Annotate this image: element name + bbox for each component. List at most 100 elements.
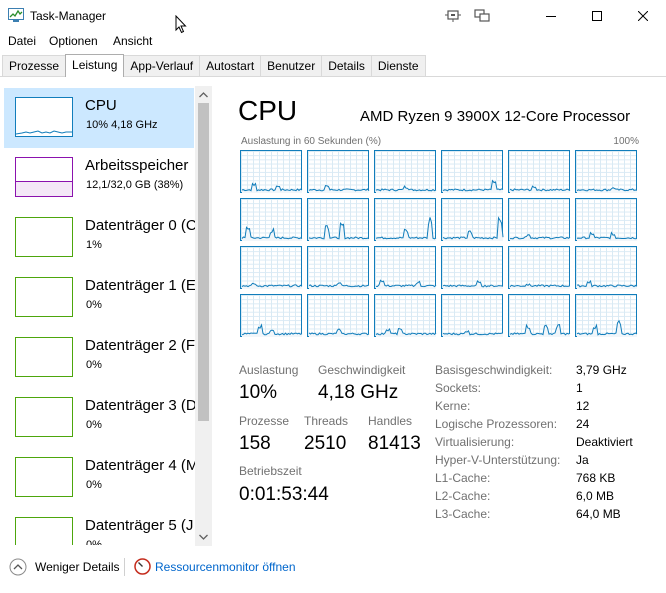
task-manager-icon — [8, 8, 24, 22]
logical-processor-graph — [374, 294, 437, 337]
menu-optionen[interactable]: Optionen — [49, 34, 98, 48]
close-icon — [638, 10, 648, 21]
sidebar-item-disk-4[interactable]: Datenträger 4 (M 0% — [4, 448, 198, 508]
scroll-up-icon[interactable] — [199, 92, 208, 98]
logical-processor-graph — [240, 294, 303, 337]
memory-thumbnail — [15, 157, 73, 197]
info-value: 24 — [576, 417, 590, 431]
logical-processor-graph — [441, 150, 504, 193]
logical-processor-graph — [508, 246, 571, 289]
sidebar-item-title: Datenträger 0 (C — [85, 217, 197, 234]
logical-processor-graph — [575, 150, 638, 193]
logical-processor-graph — [240, 246, 303, 289]
sidebar-item-title: Datenträger 3 (D — [85, 397, 197, 414]
resource-monitor-link[interactable]: Ressourcenmonitor öffnen — [155, 560, 296, 574]
tab-prozesse[interactable]: Prozesse — [2, 55, 67, 76]
chevron-up-icon[interactable] — [9, 558, 27, 576]
logical-processor-graph — [307, 294, 370, 337]
logical-processor-graph — [441, 294, 504, 337]
logical-processor-graph — [508, 198, 571, 241]
resource-monitor-icon — [134, 558, 151, 575]
logical-processor-graph — [374, 246, 437, 289]
threads-label: Threads — [304, 414, 349, 428]
logical-processor-graph — [240, 150, 303, 193]
disk-thumbnail — [15, 217, 73, 257]
tab-app-verlauf[interactable]: App-Verlauf — [123, 55, 201, 76]
sidebar-item-memory[interactable]: Arbeitsspeicher 12,1/32,0 GB (38%) — [4, 148, 194, 208]
sidebar-item-disk-5[interactable]: Datenträger 5 (J 0% — [4, 508, 194, 545]
maximize-icon — [592, 10, 602, 21]
menu-ansicht[interactable]: Ansicht — [113, 34, 153, 48]
network-icon[interactable] — [445, 9, 461, 23]
info-label: Virtualisierung: — [435, 435, 515, 449]
info-label: L3-Cache: — [435, 507, 491, 521]
title-bar[interactable]: Task-Manager — [0, 0, 666, 34]
maximize-button[interactable] — [574, 0, 620, 31]
auslastung-label: Auslastung — [239, 363, 299, 377]
menu-bar: Datei Optionen Ansicht — [0, 31, 666, 53]
sidebar-item-disk-2[interactable]: Datenträger 2 (F 0% — [4, 328, 196, 388]
performance-sidebar: CPU 10% 4,18 GHz Arbeitsspeicher 12,1/32… — [4, 85, 212, 545]
minimize-icon — [546, 15, 556, 17]
logical-processor-graph — [508, 150, 571, 193]
sidebar-item-disk-1[interactable]: Datenträger 1 (E 0% — [4, 268, 196, 328]
graph-max-label: 100% — [613, 136, 639, 147]
minimize-button[interactable] — [528, 0, 574, 31]
disk-thumbnail — [15, 517, 73, 545]
disk-thumbnail — [15, 277, 73, 317]
fewer-details-button[interactable]: Weniger Details — [35, 560, 120, 574]
disk-thumbnail — [15, 337, 73, 377]
sidebar-item-disk-3[interactable]: Datenträger 3 (D 0% — [4, 388, 197, 448]
cpu-core-graphs — [240, 150, 640, 338]
sidebar-item-cpu[interactable]: CPU 10% 4,18 GHz — [4, 88, 194, 148]
sidebar-item-disk-0[interactable]: Datenträger 0 (C 1% — [4, 208, 197, 268]
auslastung-value: 10% — [239, 382, 278, 403]
sidebar-item-subtitle: 0% — [86, 479, 102, 491]
remote-desktop-icon[interactable] — [474, 9, 490, 23]
logical-processor-graph — [374, 198, 437, 241]
logical-processor-graph — [575, 294, 638, 337]
disk-thumbnail — [15, 457, 73, 497]
handles-value: 81413 — [368, 433, 421, 454]
sidebar-item-title: Arbeitsspeicher — [85, 157, 189, 174]
info-label: Logische Prozessoren: — [435, 417, 558, 431]
mouse-cursor-icon — [175, 15, 187, 34]
cpu-model-name: AMD Ryzen 9 3900X 12-Core Processor — [360, 108, 631, 125]
tab-details[interactable]: Details — [321, 55, 372, 76]
scroll-down-icon[interactable] — [199, 534, 208, 540]
sidebar-item-title: Datenträger 5 (J — [85, 517, 194, 534]
logical-processor-graph — [508, 294, 571, 337]
handles-label: Handles — [368, 414, 413, 428]
menu-datei[interactable]: Datei — [8, 34, 37, 48]
threads-value: 2510 — [304, 433, 347, 454]
tab-benutzer[interactable]: Benutzer — [260, 55, 323, 76]
info-value: 12 — [576, 399, 590, 413]
logical-processor-graph — [575, 198, 638, 241]
cpu-thumbnail — [15, 97, 73, 137]
info-label: Hyper-V-Unterstützung: — [435, 453, 561, 467]
prozesse-value: 158 — [239, 433, 271, 454]
sidebar-item-title: Datenträger 2 (F — [85, 337, 196, 354]
logical-processor-graph — [307, 246, 370, 289]
sidebar-item-subtitle: 0% — [86, 359, 102, 371]
betriebszeit-value: 0:01:53:44 — [239, 484, 329, 505]
sidebar-item-subtitle: 1% — [86, 239, 102, 251]
tab-divider — [0, 76, 666, 77]
memory-usage-fill — [16, 180, 72, 196]
sidebar-item-subtitle: 0% — [86, 419, 102, 431]
tab-leistung[interactable]: Leistung — [65, 54, 125, 77]
scrollbar-thumb[interactable] — [198, 103, 209, 421]
betriebszeit-label: Betriebszeit — [239, 464, 302, 478]
info-label: Basisgeschwindigkeit: — [435, 363, 553, 377]
geschwindigkeit-label: Geschwindigkeit — [318, 363, 406, 377]
info-value: 64,0 MB — [576, 507, 621, 521]
disk-thumbnail — [15, 397, 73, 437]
page-title: CPU — [238, 95, 298, 126]
info-value: 6,0 MB — [576, 489, 615, 503]
close-button[interactable] — [620, 0, 666, 31]
tab-dienste[interactable]: Dienste — [370, 55, 426, 76]
info-value: 3,79 GHz — [576, 363, 627, 377]
logical-processor-graph — [575, 246, 638, 289]
sidebar-item-title: Datenträger 4 (M — [85, 457, 199, 474]
tab-autostart[interactable]: Autostart — [199, 55, 262, 76]
